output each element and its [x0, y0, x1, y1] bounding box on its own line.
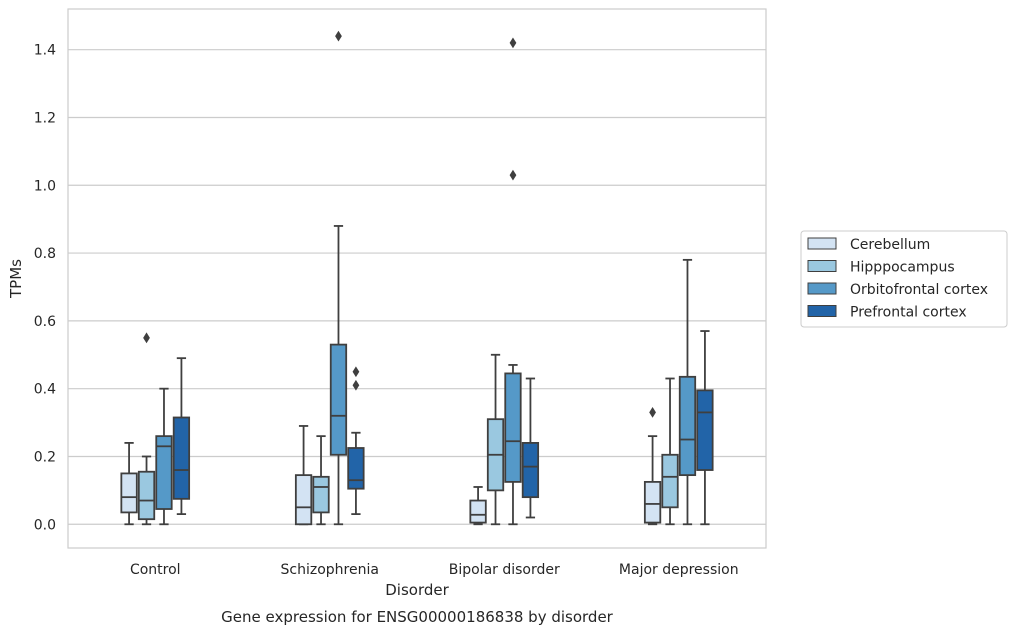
- box-hipppocampus: [661, 377, 679, 526]
- legend-items: Cerebellum Hipppocampus Orbitofrontal cort…: [807, 237, 988, 321]
- y-tick-label: 1.2: [34, 110, 56, 126]
- y-tick-label: 0.8: [34, 246, 56, 262]
- y-tick-label: 0.2: [34, 449, 56, 465]
- iqr-box: [678, 375, 697, 477]
- box-orbitofrontal-cortex: [504, 37, 522, 526]
- box-prefrontal-cortex: [172, 357, 191, 516]
- plot-frame: [67, 8, 767, 549]
- y-tick-label: 1.4: [34, 43, 56, 59]
- chart-caption: Gene expression for ENSG00000186838 by d…: [221, 608, 614, 626]
- box-cerebellum: [643, 407, 662, 526]
- box-hipppocampus: [137, 332, 156, 526]
- x-axis-label: Disorder: [385, 581, 449, 599]
- legend-swatch: [807, 260, 837, 272]
- box-hipppocampus: [486, 353, 505, 526]
- legend-swatch: [807, 237, 837, 250]
- legend-swatch: [807, 305, 837, 317]
- iqr-box: [347, 447, 365, 490]
- iqr-box: [312, 475, 330, 514]
- x-tick-label: Schizophrenia: [281, 562, 379, 578]
- box-prefrontal-cortex: [521, 377, 540, 519]
- box-cerebellum: [294, 425, 313, 526]
- outlier-point: [509, 37, 517, 49]
- outlier-point: [509, 169, 517, 181]
- outlier-point: [649, 407, 656, 418]
- legend-frame: [800, 230, 1008, 328]
- iqr-box: [120, 472, 138, 514]
- outlier-point: [335, 30, 342, 42]
- y-axis-label: TPMs: [7, 259, 25, 299]
- iqr-box: [504, 372, 522, 483]
- box-cerebellum: [469, 486, 487, 526]
- outlier-point: [143, 332, 150, 344]
- iqr-box: [172, 416, 191, 500]
- y-tick-label: 1.0: [34, 178, 56, 194]
- box-prefrontal-cortex: [347, 366, 365, 516]
- box-orbitofrontal-cortex: [678, 258, 697, 526]
- iqr-box: [661, 453, 679, 509]
- legend-label: Prefrontal cortex: [850, 305, 967, 321]
- legend-label: Cerebellum: [850, 237, 930, 253]
- legend: Cerebellum Hipppocampus Orbitofrontal cort…: [800, 230, 1008, 328]
- box-orbitofrontal-cortex: [329, 30, 348, 526]
- legend-label: Hipppocampus: [850, 260, 955, 276]
- box-orbitofrontal-cortex: [155, 387, 173, 526]
- iqr-box: [469, 499, 487, 524]
- iqr-box: [329, 343, 348, 456]
- x-tick-labels: Control Schizophrenia Bipolar disorder Majo…: [130, 562, 739, 578]
- iqr-box: [643, 480, 662, 524]
- iqr-box: [294, 474, 313, 526]
- y-tick-label: 0.6: [34, 314, 56, 330]
- x-tick-label: Bipolar disorder: [449, 562, 560, 578]
- legend-swatch: [807, 282, 837, 295]
- boxes: [120, 30, 714, 526]
- legend-label: Orbitofrontal cortex: [850, 282, 988, 298]
- iqr-box: [521, 442, 540, 499]
- y-tick-label: 0.0: [34, 517, 56, 533]
- box-hipppocampus: [312, 435, 330, 526]
- x-tick-label: Major depression: [619, 562, 739, 578]
- y-tick-labels: 0.0 0.2 0.4 0.6 0.8 1.0 1.2 1.4: [34, 43, 56, 534]
- iqr-box: [696, 389, 714, 471]
- iqr-box: [155, 435, 173, 510]
- outlier-point: [352, 379, 360, 391]
- box-cerebellum: [120, 442, 138, 526]
- grid-lines: [68, 49, 766, 525]
- iqr-box: [137, 470, 156, 521]
- y-tick-label: 0.4: [34, 382, 56, 398]
- outlier-point: [352, 366, 360, 378]
- x-tick-label: Control: [130, 562, 181, 578]
- box-prefrontal-cortex: [696, 330, 714, 526]
